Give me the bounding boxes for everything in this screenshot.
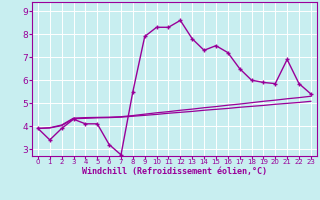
X-axis label: Windchill (Refroidissement éolien,°C): Windchill (Refroidissement éolien,°C) bbox=[82, 167, 267, 176]
